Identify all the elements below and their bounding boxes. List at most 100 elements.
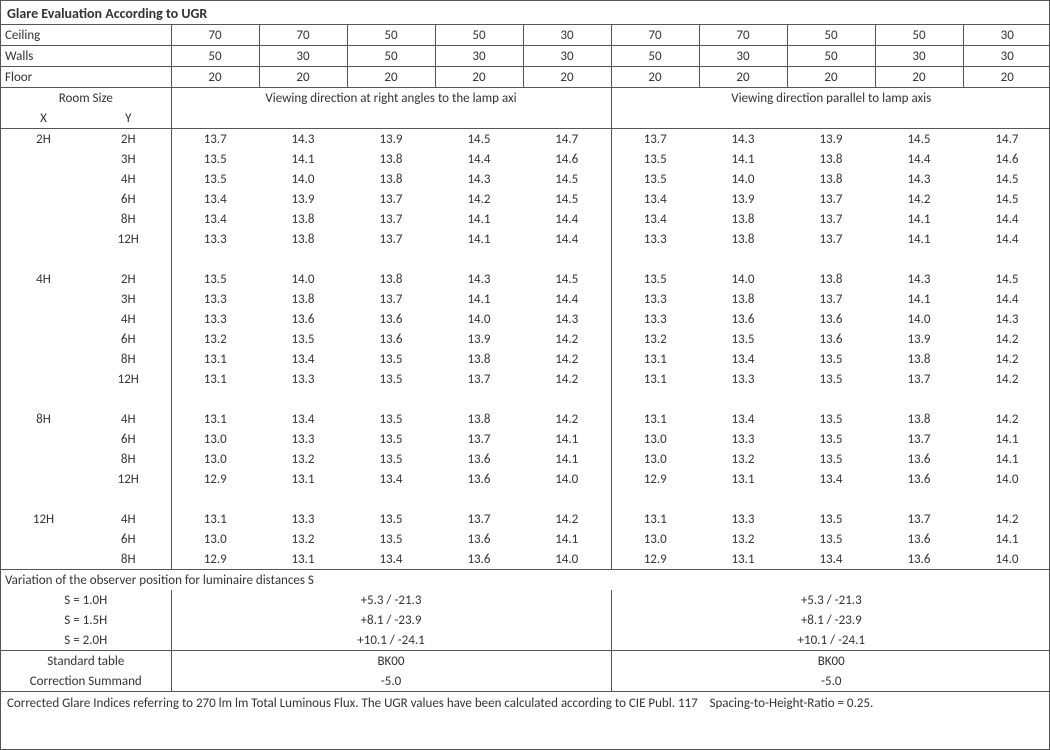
data-cell: 14.7	[963, 129, 1050, 150]
header-cell: 30	[523, 46, 611, 67]
data-cell: 14.1	[435, 209, 523, 229]
data-cell: 13.8	[347, 149, 435, 169]
data-cell: 12.9	[611, 469, 699, 489]
data-cell: 13.4	[611, 189, 699, 209]
data-cell: 13.7	[787, 209, 875, 229]
data-cell: 14.1	[875, 289, 963, 309]
room-y: 2H	[86, 129, 171, 150]
data-cell: 13.2	[699, 449, 787, 469]
data-cell: 13.2	[171, 329, 259, 349]
data-cell: 13.5	[787, 529, 875, 549]
data-cell: 14.2	[523, 409, 611, 429]
room-y-label: Y	[86, 108, 171, 129]
header-cell: 30	[259, 46, 347, 67]
data-cell: 14.1	[435, 289, 523, 309]
data-cell: 13.4	[787, 549, 875, 570]
data-cell: 13.3	[259, 509, 347, 529]
data-cell: 14.2	[523, 369, 611, 389]
room-y: 8H	[86, 449, 171, 469]
data-cell: 13.8	[787, 149, 875, 169]
header-cell: 30	[435, 46, 523, 67]
data-cell: 13.5	[171, 269, 259, 289]
data-cell: 13.2	[611, 329, 699, 349]
data-cell: 13.8	[259, 209, 347, 229]
data-cell: 13.1	[611, 349, 699, 369]
data-cell: 14.2	[523, 509, 611, 529]
data-cell: 13.8	[699, 289, 787, 309]
room-x	[1, 169, 86, 189]
data-cell: 14.4	[523, 289, 611, 309]
direction-right: Viewing direction parallel to lamp axis	[611, 88, 1050, 109]
data-cell: 14.0	[699, 269, 787, 289]
data-cell: 13.5	[699, 329, 787, 349]
data-cell: 13.6	[435, 469, 523, 489]
data-cell: 14.5	[435, 129, 523, 150]
data-cell: 14.3	[963, 309, 1050, 329]
data-cell: 14.0	[963, 549, 1050, 570]
data-cell: 14.2	[963, 369, 1050, 389]
room-y: 3H	[86, 149, 171, 169]
room-x-label: X	[1, 108, 86, 129]
header-cell: 20	[787, 67, 875, 88]
data-cell: 13.5	[787, 509, 875, 529]
room-x	[1, 529, 86, 549]
data-cell: 14.2	[523, 329, 611, 349]
room-x	[1, 449, 86, 469]
data-cell: 14.4	[523, 209, 611, 229]
data-cell: 13.3	[171, 309, 259, 329]
standard-table-label: Standard table	[1, 651, 171, 672]
data-cell: 13.3	[611, 309, 699, 329]
data-cell: 13.8	[435, 349, 523, 369]
data-cell: 14.1	[435, 229, 523, 249]
data-cell: 14.4	[875, 149, 963, 169]
header-label: Floor	[1, 67, 171, 88]
room-x	[1, 209, 86, 229]
header-cell: 30	[523, 25, 611, 46]
data-cell: 14.2	[435, 189, 523, 209]
data-cell: 13.5	[611, 269, 699, 289]
data-cell: 13.3	[699, 509, 787, 529]
room-x	[1, 369, 86, 389]
room-x: 8H	[1, 409, 86, 429]
room-y: 6H	[86, 529, 171, 549]
data-cell: 13.7	[787, 189, 875, 209]
room-x	[1, 149, 86, 169]
data-cell: 14.0	[259, 269, 347, 289]
data-cell: 13.5	[347, 509, 435, 529]
header-cell: 50	[347, 46, 435, 67]
page: Glare Evaluation According to UGR Ceilin…	[0, 0, 1050, 750]
data-cell: 13.5	[787, 429, 875, 449]
data-cell: 13.5	[787, 349, 875, 369]
header-cell: 50	[611, 46, 699, 67]
data-cell: 13.1	[259, 469, 347, 489]
room-x	[1, 469, 86, 489]
data-cell: 14.1	[523, 429, 611, 449]
data-cell: 14.3	[523, 309, 611, 329]
data-cell: 13.9	[787, 129, 875, 150]
data-cell: 13.5	[347, 449, 435, 469]
data-cell: 12.9	[171, 549, 259, 570]
variation-right: +8.1 / -23.9	[611, 610, 1050, 630]
data-cell: 13.9	[699, 189, 787, 209]
data-cell: 13.5	[347, 409, 435, 429]
data-cell: 13.0	[611, 449, 699, 469]
data-cell: 13.8	[259, 289, 347, 309]
room-x	[1, 229, 86, 249]
room-y: 4H	[86, 169, 171, 189]
header-label: Walls	[1, 46, 171, 67]
data-cell: 13.7	[787, 289, 875, 309]
data-cell: 14.3	[435, 169, 523, 189]
room-x	[1, 309, 86, 329]
data-cell: 14.3	[875, 269, 963, 289]
data-cell: 13.6	[435, 529, 523, 549]
room-y: 12H	[86, 229, 171, 249]
data-cell: 13.7	[787, 229, 875, 249]
data-cell: 13.5	[787, 409, 875, 429]
data-cell: 13.7	[347, 289, 435, 309]
data-cell: 13.5	[611, 149, 699, 169]
data-cell: 13.1	[611, 409, 699, 429]
room-y: 12H	[86, 369, 171, 389]
room-x: 12H	[1, 509, 86, 529]
data-cell: 13.0	[171, 449, 259, 469]
data-cell: 14.0	[435, 309, 523, 329]
